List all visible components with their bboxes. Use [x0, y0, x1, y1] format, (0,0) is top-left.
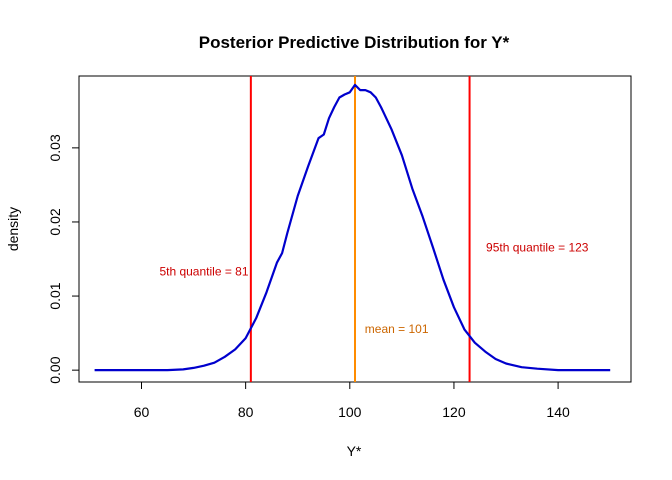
y-axis-label: density — [5, 207, 21, 251]
y-tick-label: 0.01 — [47, 282, 63, 309]
annotation-label: 95th quantile = 123 — [486, 241, 589, 255]
annotation-label: 5th quantile = 81 — [159, 264, 248, 278]
density-line — [94, 83, 611, 372]
reference-lines — [249, 76, 471, 382]
x-tick-label: 60 — [134, 404, 150, 420]
x-tick-label: 120 — [442, 404, 466, 420]
annotations: 5th quantile = 81 mean = 101 95th quantile… — [159, 241, 588, 337]
y-tick-label: 0.03 — [47, 134, 63, 161]
x-axis-label: Y* — [347, 443, 362, 459]
y-axis: 0.00 0.01 0.02 0.03 — [47, 134, 80, 384]
annotation-label: mean = 101 — [365, 322, 429, 336]
y-tick-label: 0.02 — [47, 208, 63, 235]
chart-title: Posterior Predictive Distribution for Y* — [199, 33, 510, 52]
y-tick-label: 0.00 — [47, 356, 63, 383]
x-tick-label: 80 — [238, 404, 254, 420]
x-tick-label: 100 — [338, 404, 362, 420]
x-tick-label: 140 — [546, 404, 570, 420]
series-group — [94, 83, 611, 372]
x-axis: 60 80 100 120 140 — [134, 381, 570, 420]
